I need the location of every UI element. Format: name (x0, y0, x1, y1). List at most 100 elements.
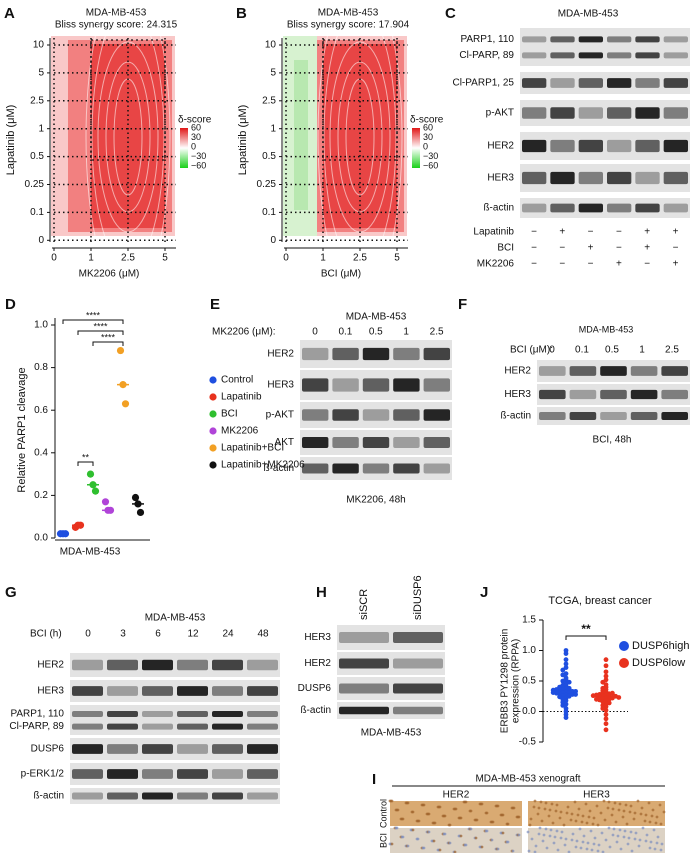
blot-band (72, 769, 103, 779)
blot-band (107, 769, 138, 779)
blot-band (600, 366, 627, 376)
ihc-texture (580, 820, 584, 824)
blot-band (362, 409, 390, 421)
blot-row-label: Cl-PARP, 89 (9, 721, 64, 732)
blot-band (393, 378, 420, 392)
ihc-texture (533, 799, 537, 803)
blot-band (177, 769, 208, 779)
blot-band (362, 463, 390, 474)
blot-title: MDA-MB-453 (346, 312, 407, 323)
y-tick-label: 0.5 (522, 676, 536, 687)
ihc-texture (654, 821, 658, 825)
ihc-texture (587, 815, 591, 819)
ihc-texture (636, 799, 640, 803)
ihc-texture (401, 835, 405, 839)
blot-band (607, 203, 632, 213)
blot-title: MDA-MB-453 (579, 324, 634, 334)
blot-band (142, 744, 173, 754)
heatmap-subtitle: Bliss synergy score: 24.315 (55, 20, 178, 31)
dose-value: 1 (639, 345, 645, 356)
x-axis-label: BCI (μM) (321, 269, 361, 280)
treatment-sign: − (531, 227, 537, 238)
ihc-texture (406, 801, 410, 805)
y-tick-label: 5 (38, 68, 44, 79)
blot-band (339, 706, 389, 715)
sig-label: ** (581, 622, 591, 636)
blot-strip (70, 738, 280, 760)
ihc-texture (634, 831, 638, 835)
ihc-texture (567, 850, 571, 853)
blot-strip (70, 653, 280, 677)
blot-band (247, 792, 278, 800)
ihc-texture (530, 837, 534, 841)
y-tick-label: 0.0 (522, 706, 536, 717)
colorbar (412, 128, 420, 168)
blot-band (393, 409, 420, 421)
treatment-sign: + (644, 243, 650, 254)
ihc-texture (571, 832, 575, 836)
ihc-texture (659, 848, 663, 852)
y-tick-label: 10 (33, 40, 45, 51)
dose-value: 0.5 (605, 345, 619, 356)
blot-band (393, 463, 420, 474)
ihc-texture (537, 806, 541, 810)
blot-band (550, 36, 575, 43)
ihc-texture (538, 826, 542, 830)
dose-label: BCI (h) (30, 629, 62, 640)
x-tick-label: 0 (51, 253, 57, 264)
ihc-texture (614, 820, 618, 824)
ihc-texture (659, 822, 663, 826)
panel-label: F (458, 296, 467, 313)
ihc-texture (427, 812, 431, 816)
blot-row-label: HER3 (37, 686, 64, 697)
ihc-texture (564, 837, 568, 841)
ihc-texture (592, 842, 596, 846)
blot-strip (337, 677, 445, 700)
ihc-texture (617, 808, 621, 812)
ihc-texture (582, 834, 586, 838)
ihc-texture (597, 843, 601, 847)
ihc-texture (653, 847, 657, 851)
ihc-texture (443, 832, 447, 836)
ihc-texture (616, 834, 620, 838)
ihc-texture (540, 819, 544, 823)
ihc-texture (584, 802, 588, 806)
data-point (603, 673, 609, 679)
data-point (560, 678, 566, 684)
ihc-texture (490, 838, 494, 842)
dose-value: 48 (257, 629, 269, 640)
blot-band (522, 139, 547, 153)
blot-strip (520, 164, 690, 192)
ihc-texture (432, 839, 436, 843)
ihc-texture (623, 829, 627, 833)
blot-band (72, 711, 103, 717)
blot-band (72, 744, 103, 754)
data-point (563, 661, 569, 667)
blot-strip (337, 652, 445, 675)
blot-band (522, 78, 547, 88)
blot-row-label: DUSP6 (298, 683, 332, 694)
panel-label: B (236, 5, 247, 22)
data-point (101, 498, 110, 506)
ihc-texture (644, 813, 648, 817)
ihc-texture (533, 850, 537, 853)
treatment-sign: − (673, 243, 679, 254)
blot-band (607, 171, 632, 185)
ihc-texture (590, 848, 594, 852)
ihc-texture (618, 828, 622, 832)
blot-band (522, 52, 547, 59)
blot-band (522, 203, 547, 213)
ihc-texture (527, 849, 531, 853)
contour (317, 0, 403, 298)
data-point (136, 508, 145, 517)
y-tick-label: 0.25 (25, 179, 45, 190)
ihc-texture (396, 808, 400, 812)
blot-row-label: DUSP6 (31, 744, 65, 755)
blot-band (332, 463, 359, 474)
treatment-sign: + (673, 227, 679, 238)
heatmap-subtitle: Bliss synergy score: 17.904 (287, 20, 410, 31)
blot-row-label: ß-actin (500, 411, 531, 422)
ihc-texture (596, 823, 600, 827)
ihc-texture (541, 839, 545, 843)
